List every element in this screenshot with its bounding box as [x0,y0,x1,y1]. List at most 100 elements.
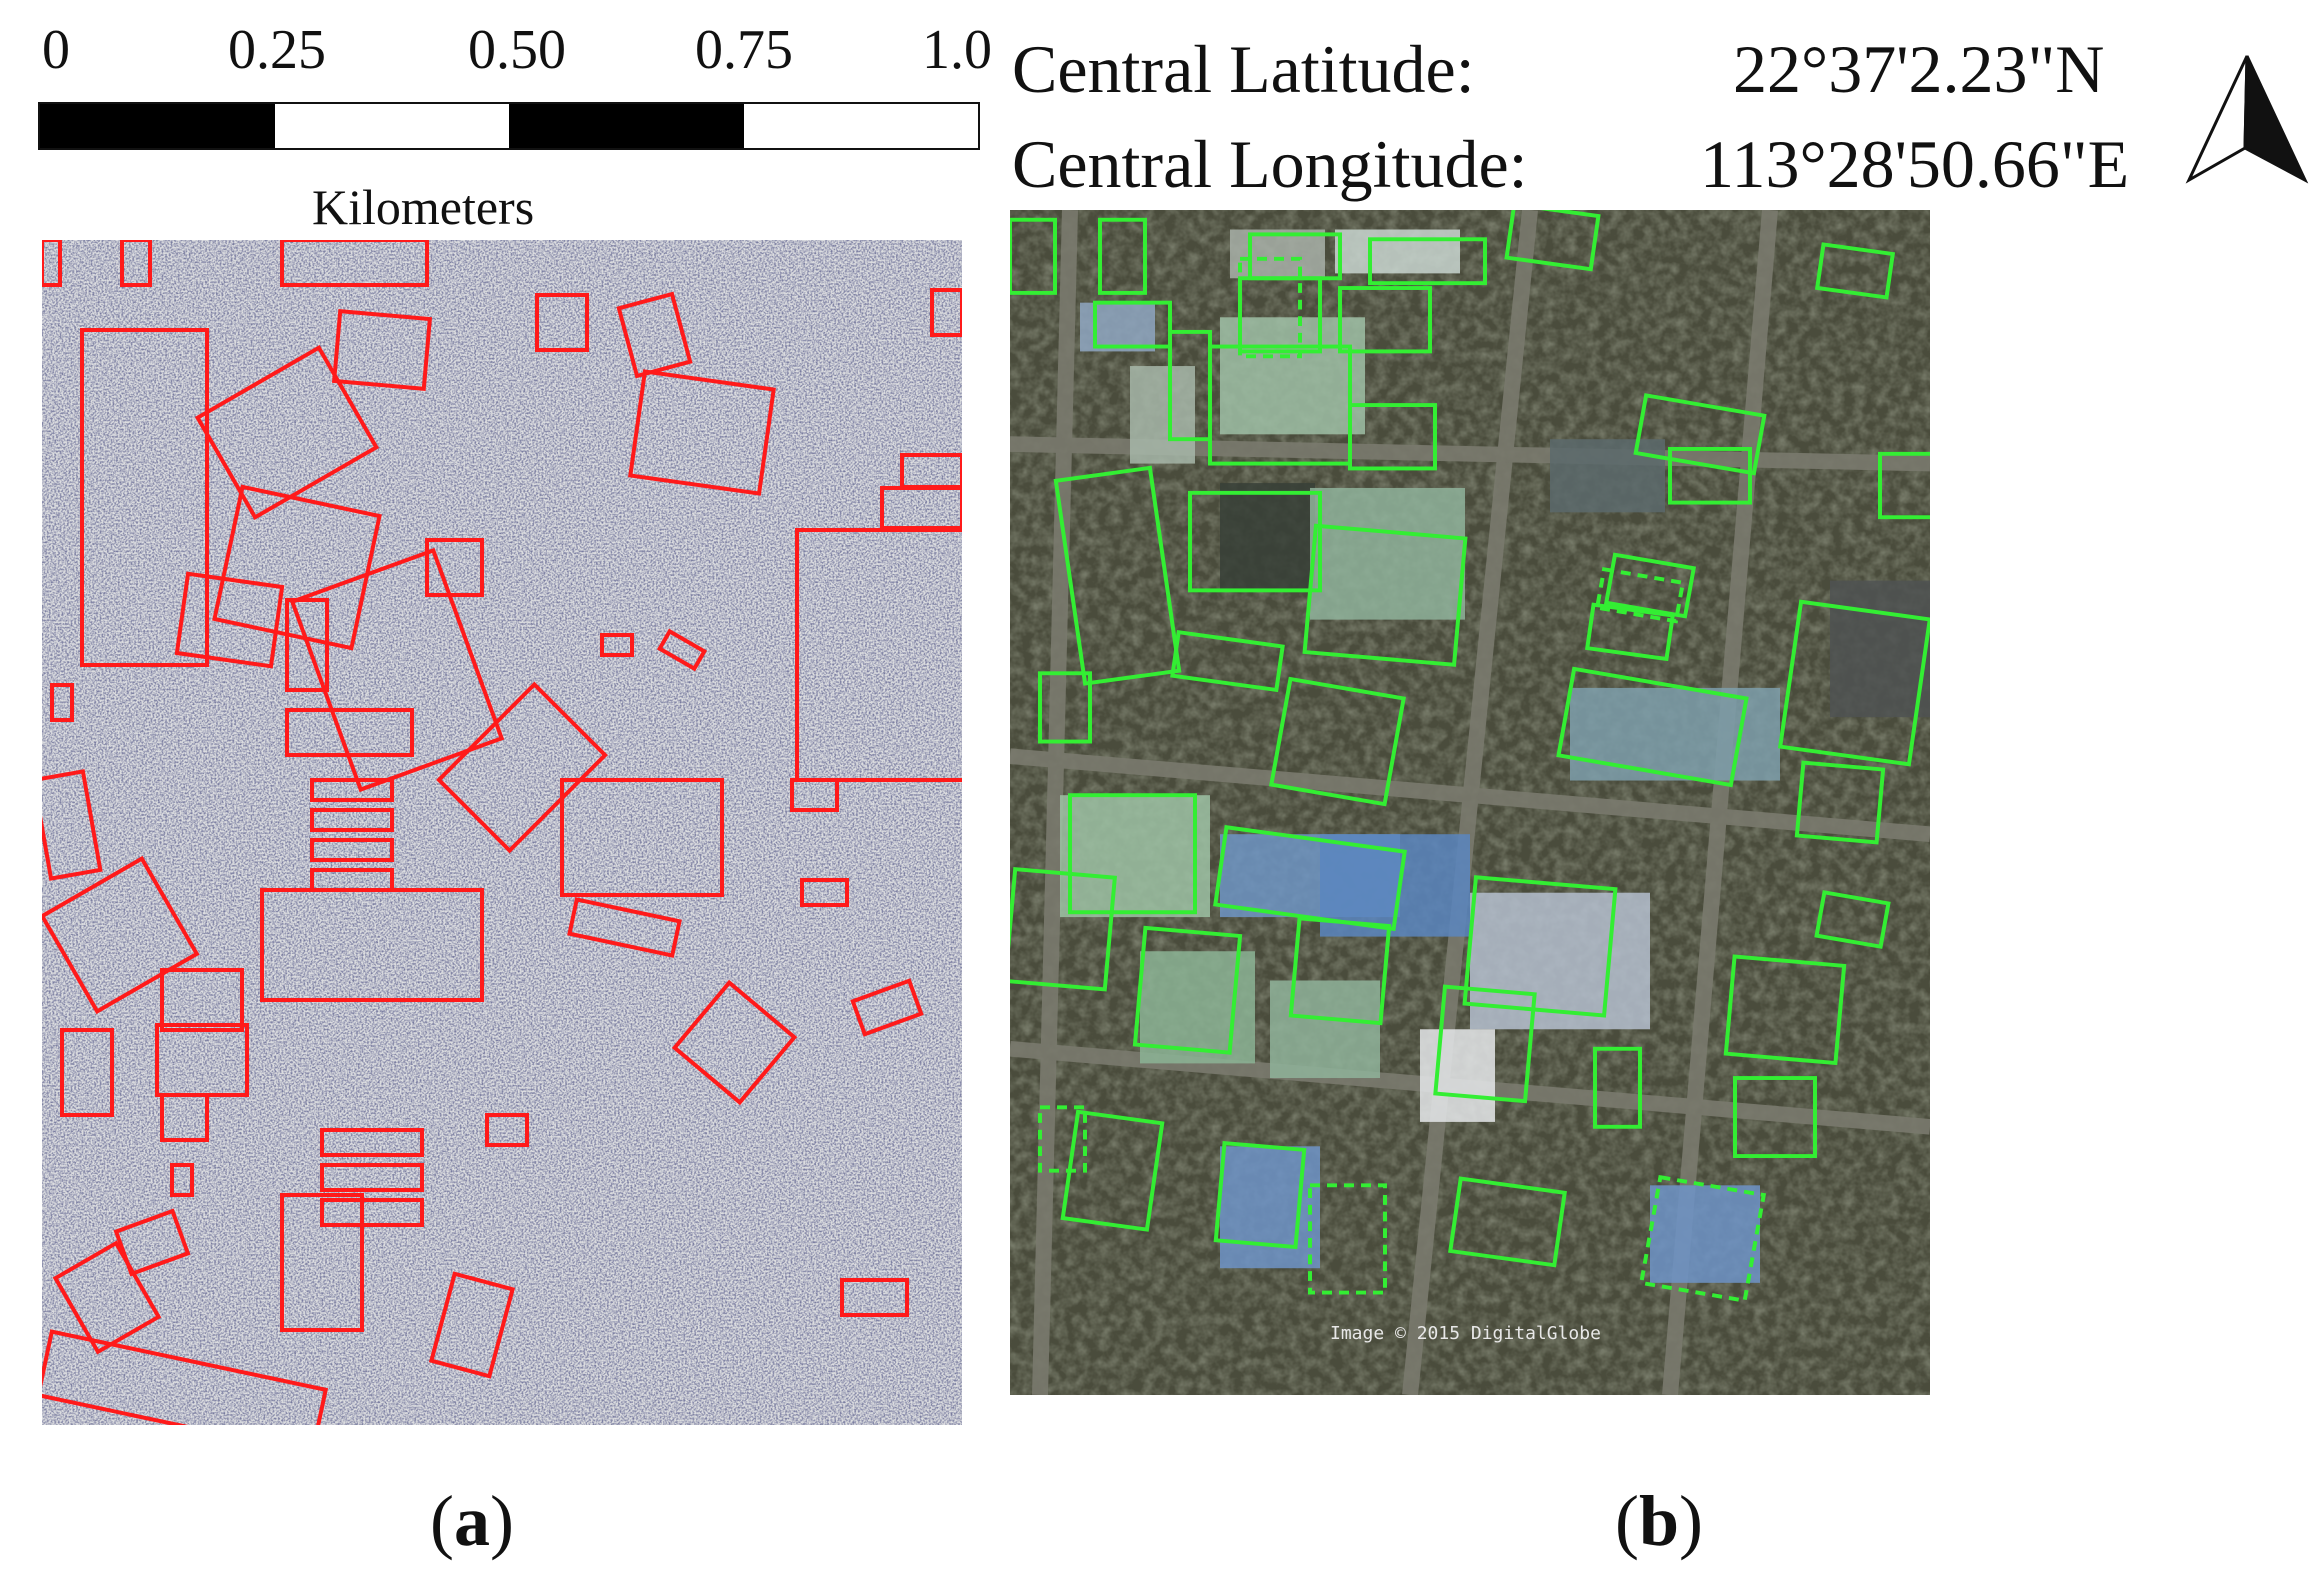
scale-tick-0: 0 [42,19,70,81]
sar-detection-box [600,633,634,657]
scale-tick-025: 0.25 [228,19,326,81]
sar-detection-box [160,1093,209,1142]
central-longitude-label: Central Longitude: [1012,126,1528,202]
caption-b: (b) [1615,1480,1703,1563]
sar-detection-box [428,1271,516,1379]
building-roof [1550,439,1665,513]
sar-detection-box [320,1198,424,1227]
sar-detection-box [616,291,693,379]
sar-detection-box [800,878,849,907]
optical-detection-box [1814,242,1896,300]
sar-detection-box [42,769,103,881]
sar-detection-box [289,547,505,793]
scale-segment [274,104,509,148]
optical-detection-box [1794,760,1886,845]
sar-detection-box [320,1163,424,1192]
optical-detection-box [1238,256,1302,359]
optical-detection-box [1068,793,1197,915]
sar-detection-box [567,897,682,958]
building-roof [1060,795,1210,918]
sar-detection-box [280,240,429,287]
optical-detection-box [1269,676,1406,807]
optical-detection-box [1348,403,1437,471]
caption-a: (a) [430,1480,514,1563]
optical-detection-box [1302,523,1468,667]
scale-tick-100: 1.0 [922,19,992,81]
sar-detection-box [285,708,414,757]
sar-detection-box [42,1329,329,1425]
sar-detection-box [50,683,74,722]
scale-segment [509,104,744,148]
sar-detection-box [42,855,200,1015]
building-roof [1270,980,1380,1079]
optical-detection-box [1213,825,1407,932]
building-roof [1230,229,1325,279]
sar-image-panel [42,240,962,1425]
building-roof [1830,580,1930,718]
optical-detection-box [1777,599,1930,767]
optical-detection-box [1038,671,1092,744]
building-roof [1310,487,1465,620]
sar-detection-box [194,344,380,521]
sar-detection-box [425,538,484,597]
optical-detection-box [1010,867,1117,992]
sar-detection-box [436,681,608,854]
optical-image-panel [1010,210,1930,1395]
optical-detection-box [1170,630,1285,693]
sar-detection-box [850,978,924,1037]
central-longitude-value: 113°28'50.66"E [1700,126,2130,202]
optical-detection-box [1633,393,1767,476]
sar-detection-box [310,808,394,832]
scale-segment [40,104,275,148]
building-roof [1650,1185,1760,1283]
sar-image-svg [42,240,962,1425]
sar-detection-box [790,778,839,812]
sar-detection-box [628,369,776,496]
sar-detection-box [795,528,962,782]
building-roof [1220,1146,1320,1269]
sar-detection-box [280,1193,364,1332]
optical-detection-box [1556,666,1749,788]
building-roof [1570,687,1780,781]
sar-detection-box [656,628,708,672]
scale-tick-075: 0.75 [695,19,793,81]
optical-detection-box [1594,567,1686,624]
optical-detection-box [1060,1109,1165,1232]
optical-detection-box [1038,1105,1087,1173]
optical-image-svg [1010,210,1930,1395]
sar-detection-box [212,484,382,651]
sar-detection-box [42,240,62,287]
sar-detection-box [840,1278,909,1317]
sar-detection-box [160,968,244,1032]
caption-letter: b [1638,1481,1680,1561]
central-latitude-value: 22°37'2.23"N [1733,31,2105,107]
optical-detection-box [1053,465,1182,686]
sar-detection-box [120,240,152,287]
caption-close: ) [1679,1481,1704,1561]
sar-detection-box [671,979,798,1106]
optical-detection-box [1668,447,1752,505]
optical-detection-box [1584,602,1676,662]
sar-detection-box [310,838,394,862]
sar-detection-box [930,288,962,337]
optical-detection-box [1593,1046,1642,1129]
sar-detection-box [320,1128,424,1157]
north-arrow-icon [2185,52,2309,184]
optical-detection-box [1093,300,1172,349]
optical-detection-box [1433,984,1537,1104]
central-latitude-label: Central Latitude: [1012,31,1475,107]
caption-close: ) [489,1481,514,1561]
building-roof [1080,302,1155,352]
sar-detection-box [285,598,329,692]
caption-open: ( [1615,1481,1639,1561]
building-roof [1130,366,1195,464]
optical-detection-box [1288,916,1392,1026]
scale-tick-050: 0.50 [468,19,566,81]
optical-detection-box [1132,925,1243,1055]
optical-detection-box [1368,237,1487,286]
scale-segment [743,104,978,148]
scale-units-label: Kilometers [312,179,535,235]
sar-detection-box [52,1240,162,1355]
optical-detection-box [1213,1140,1307,1250]
sar-detection-box [60,1028,114,1117]
